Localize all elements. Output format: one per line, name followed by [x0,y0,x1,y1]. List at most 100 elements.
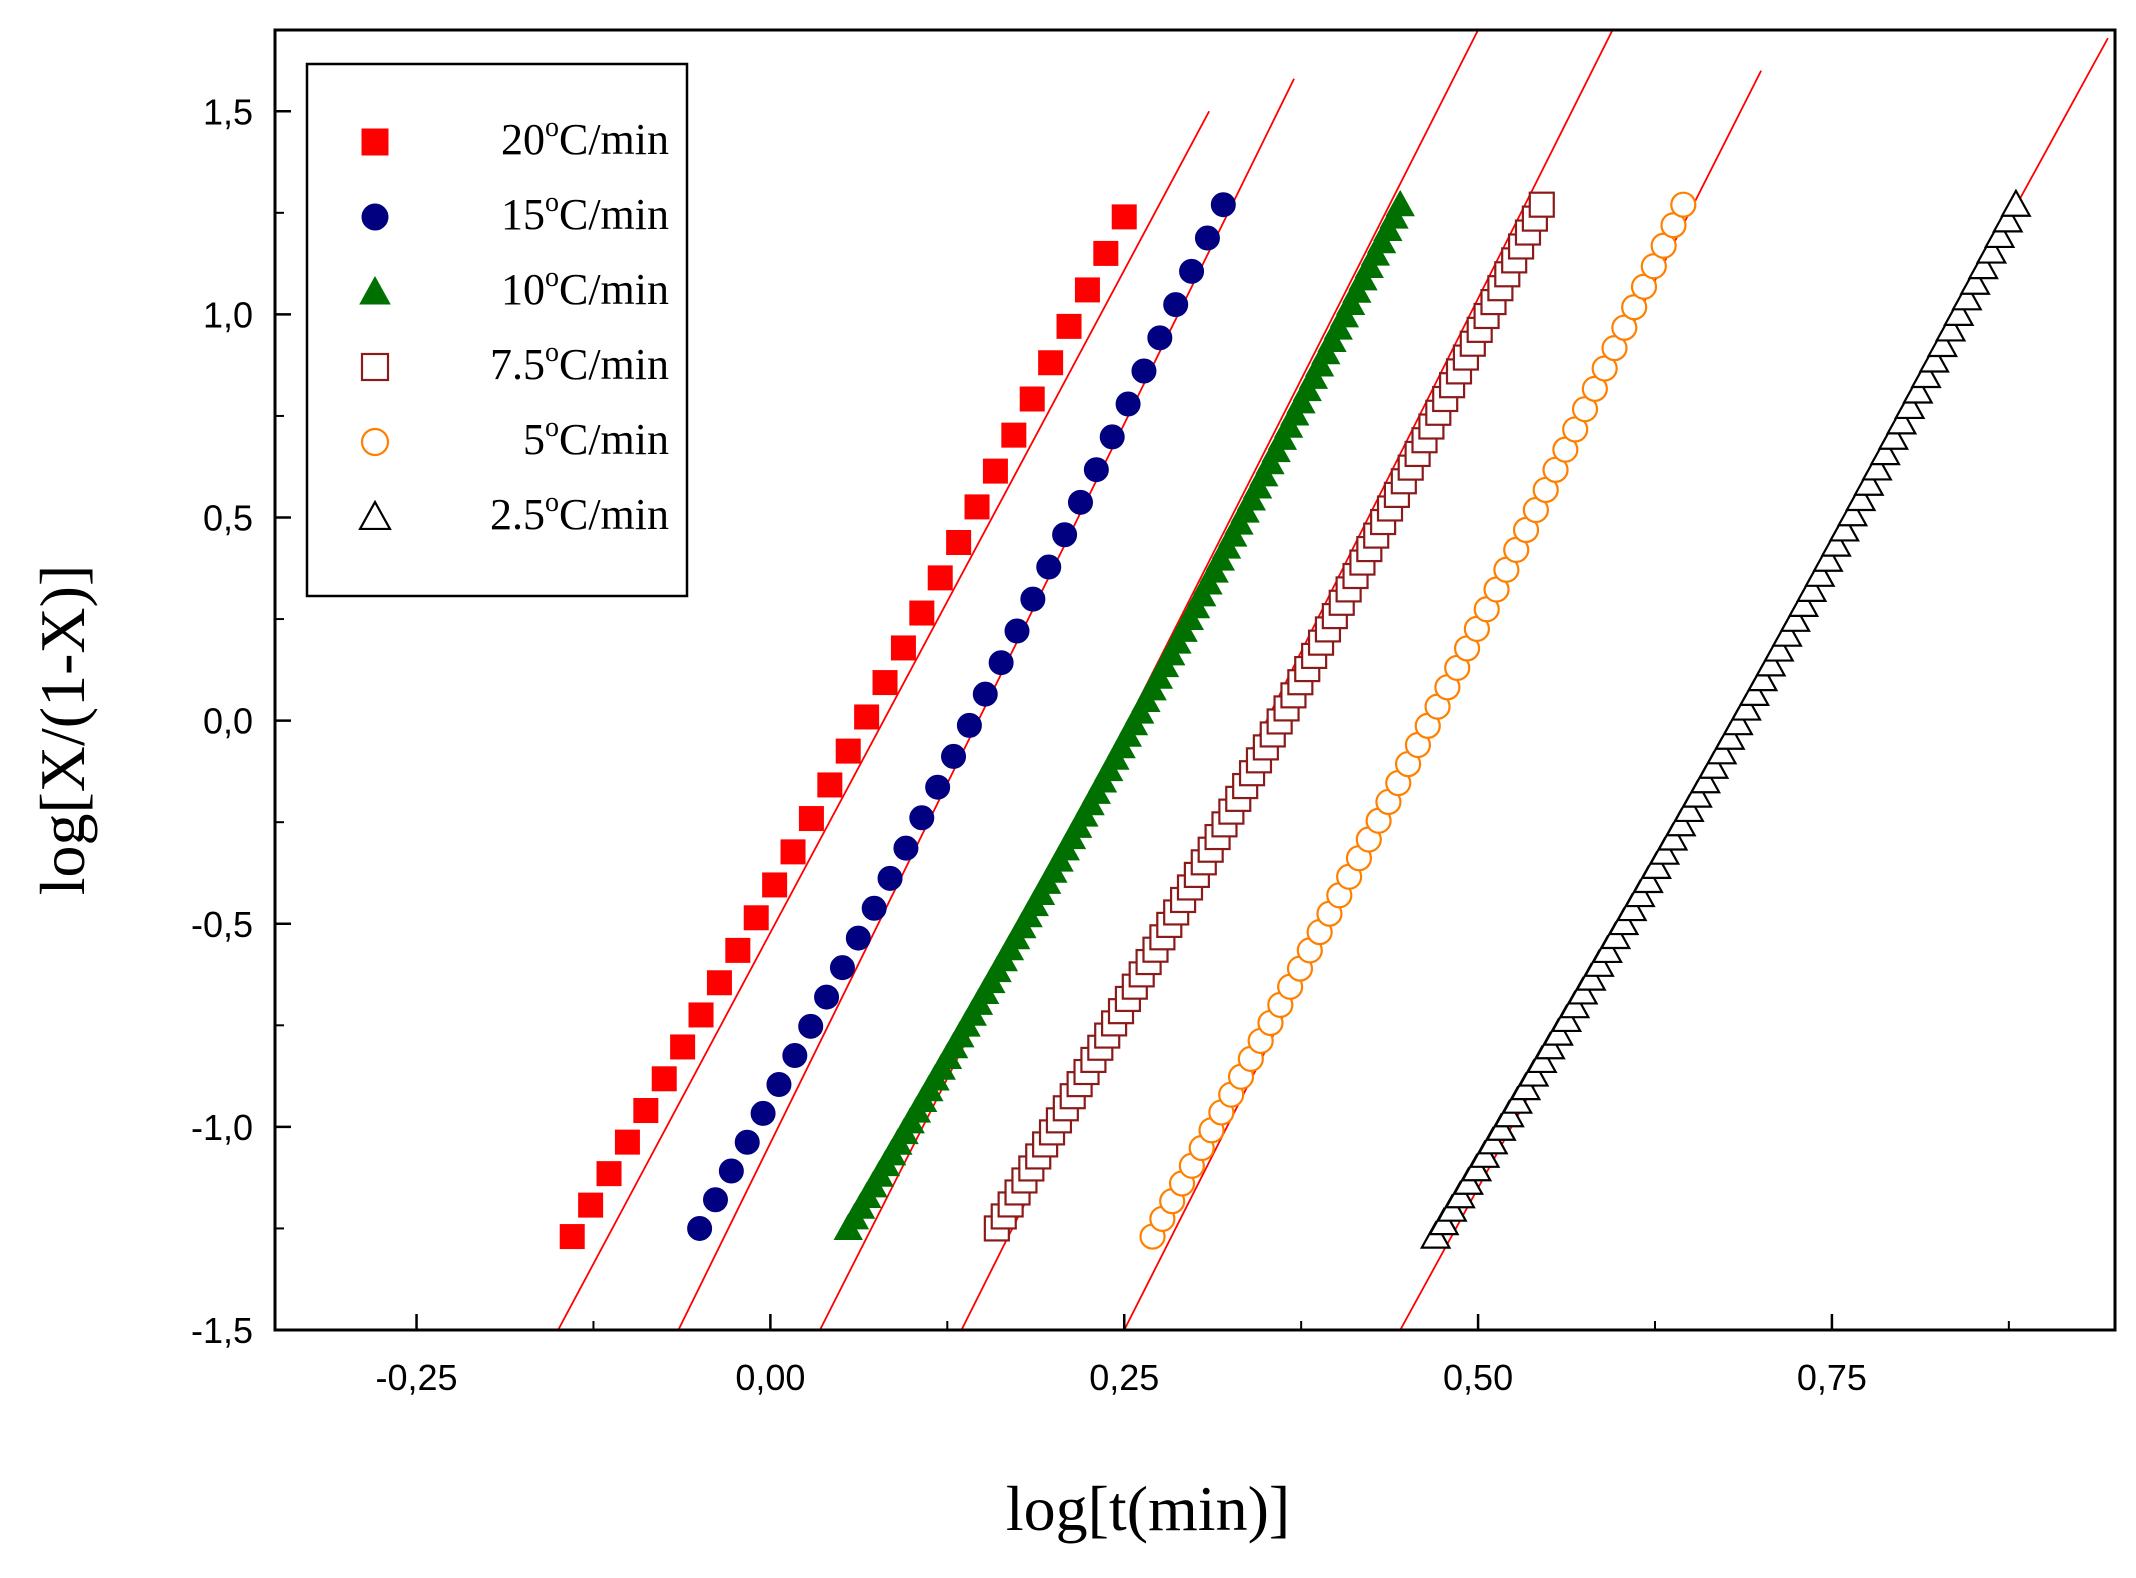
data-markers [559,188,2032,1250]
y-tick-label: 1,0 [203,294,253,335]
data-point [1714,721,1746,750]
data-point [1648,836,1681,865]
data-point [1163,292,1189,318]
series-6 [1419,188,2032,1249]
data-point [1697,750,1730,779]
data-point [1074,277,1100,303]
data-point [1722,707,1754,736]
data-point [1926,328,1959,358]
data-point [982,458,1008,484]
data-point [941,743,967,769]
data-point [578,1192,604,1218]
data-point [1083,457,1109,483]
data-point [1019,386,1045,412]
data-point [1910,359,1942,389]
data-point [1509,1072,1542,1101]
data-point [854,704,880,730]
legend-label: 15oC/min [501,187,669,239]
data-point [1599,920,1632,950]
axes: -0,25 0,00 0,25 0,50 0,75 -1,5 -1,0 -0,5 0,0 0,5 1… [191,28,2117,1398]
data-point [1179,258,1205,284]
data-point [780,839,806,865]
data-point [1036,554,1062,580]
data-point [1959,266,1991,295]
data-point [670,1034,696,1060]
legend-marker [361,203,389,231]
data-point [1093,240,1119,266]
legend-label: 10oC/min [501,262,669,314]
data-point [964,494,990,520]
data-point [877,865,903,891]
data-point [1624,878,1656,908]
legend-label: 20oC/min [501,112,669,164]
data-point [1967,251,1999,280]
data-point [956,712,982,738]
data-point [750,1100,776,1126]
y-axis-title: log[X/(1-X)] [27,565,98,896]
data-point [1591,934,1623,964]
data-point [1534,1031,1566,1060]
legend-label: 7.5oC/min [490,337,669,389]
data-point [814,984,840,1010]
data-point [1385,189,1415,217]
data-point [1877,421,1909,450]
legend: 20oC/min 15oC/min 10oC/min 7.5oC/min 5oC/min… [305,62,689,598]
data-point [1706,736,1738,765]
data-point [614,1129,640,1155]
data-point [1844,482,1877,512]
y-tick-label: -0,5 [191,904,253,945]
data-point [1567,976,1599,1005]
data-point [782,1042,808,1068]
data-point [651,1066,677,1092]
x-tick-label: 0,50 [1443,1357,1513,1398]
data-point [845,925,871,951]
data-point [1528,191,1555,218]
data-point [798,1013,824,1039]
data-point [927,565,953,591]
data-point [1632,864,1664,894]
data-point [817,772,843,798]
data-point [1131,358,1157,384]
data-point [890,635,916,661]
data-point [1575,962,1607,991]
data-point [1558,990,1591,1019]
data-point [1681,779,1713,808]
data-point [798,806,824,832]
data-point [1918,344,1950,373]
data-point [1975,235,2008,264]
legend-label: 2.5oC/min [490,487,669,539]
data-point [1738,677,1771,706]
data-point [1861,452,1893,481]
legend-label: 5oC/min [523,412,669,464]
legend-marker [359,276,391,305]
data-point [1836,498,1869,527]
data-point [1640,850,1672,879]
data-point [1894,390,1926,420]
data-point [1099,424,1125,450]
data-point [688,1002,714,1028]
data-point [1194,225,1220,251]
series-2 [687,192,1236,1241]
data-point [1501,1085,1534,1114]
y-tick-label: 0,0 [203,701,253,742]
data-point [687,1215,713,1241]
data-point [1869,437,1901,466]
data-point [1746,663,1779,692]
x-tick-label: -0,25 [376,1357,458,1398]
data-point [1787,588,1820,617]
data-point [1779,603,1811,632]
data-point [1730,692,1762,721]
data-point [1951,282,1983,311]
y-tick-label: 1,5 [203,91,253,132]
data-point [1943,297,1975,326]
fit-line-1 [557,110,1210,1330]
legend-marker [358,499,392,531]
data-point [1934,313,1967,342]
data-point [1812,543,1844,572]
data-point [835,738,861,764]
series-4 [983,191,1555,1242]
data-point [2000,188,2032,217]
data-point [1656,822,1689,851]
data-point [1665,808,1697,837]
